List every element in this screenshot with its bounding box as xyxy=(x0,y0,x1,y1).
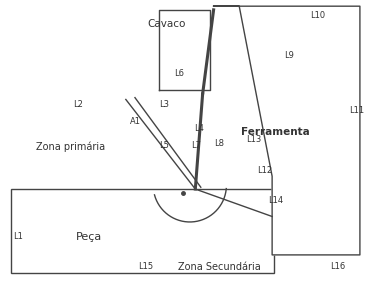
Text: L10: L10 xyxy=(310,11,325,20)
Text: L13: L13 xyxy=(246,135,261,144)
Text: L6: L6 xyxy=(174,69,184,78)
Text: L15: L15 xyxy=(138,263,153,271)
Polygon shape xyxy=(159,10,210,90)
Text: Zona Secundária: Zona Secundária xyxy=(178,262,261,272)
Bar xyxy=(11,189,274,273)
Text: L14: L14 xyxy=(268,196,284,205)
Text: L4: L4 xyxy=(194,124,204,133)
Text: A1: A1 xyxy=(129,117,141,126)
Text: L2: L2 xyxy=(73,101,83,109)
Text: L9: L9 xyxy=(284,51,294,60)
Text: Ferramenta: Ferramenta xyxy=(241,127,310,137)
Text: L8: L8 xyxy=(214,139,224,148)
Text: L7: L7 xyxy=(191,141,201,150)
Text: L5: L5 xyxy=(159,141,169,150)
Text: L1: L1 xyxy=(13,232,23,241)
Text: Cavaco: Cavaco xyxy=(148,19,186,29)
Text: L12: L12 xyxy=(257,166,272,175)
Polygon shape xyxy=(214,6,360,255)
Text: L3: L3 xyxy=(159,101,169,109)
Text: Peça: Peça xyxy=(76,232,102,242)
Text: Zona primária: Zona primária xyxy=(36,142,106,152)
Text: L16: L16 xyxy=(331,263,346,271)
Text: L11: L11 xyxy=(349,106,364,115)
